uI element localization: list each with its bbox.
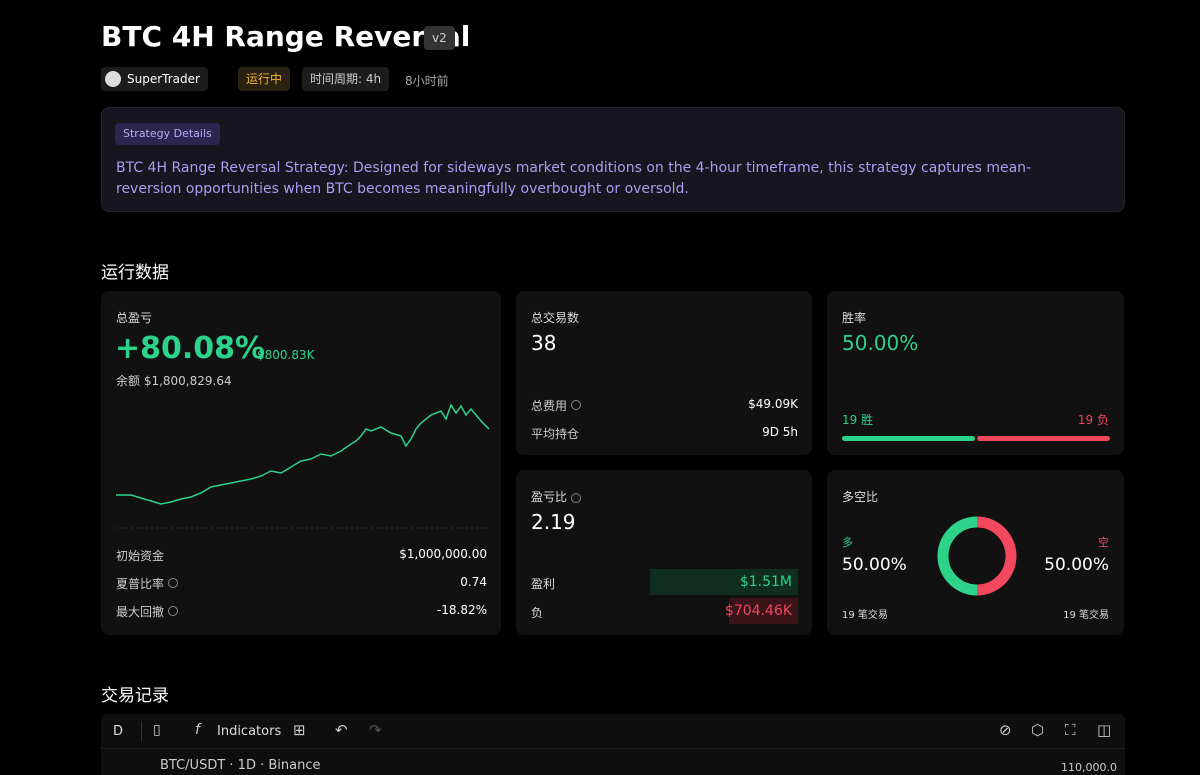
camera-icon[interactable]: ◫ — [1097, 721, 1112, 739]
long-short-card: 多空比 多 空 50.00% 50.00% 19 笔交易 19 笔交易 — [827, 470, 1124, 635]
row-value: $49.09K — [748, 397, 798, 411]
details-badge: Strategy Details — [115, 123, 220, 145]
losses-bar — [977, 436, 1110, 441]
redo-icon[interactable]: ↷ — [369, 721, 382, 739]
fullscreen-icon[interactable]: ⛶ — [1065, 721, 1076, 739]
long-trades: 19 笔交易 — [842, 610, 888, 621]
trades-card: 总交易数 38 总费用 $49.09K 平均持仓 9D 5h — [516, 291, 812, 455]
time-ago: 8小时前 — [405, 74, 449, 88]
layout-icon[interactable]: ⊞ — [293, 721, 306, 739]
trades-label: 总交易数 — [531, 311, 580, 325]
row-label: 初始资金 — [116, 549, 165, 563]
alert-icon[interactable]: ⊘ — [999, 721, 1012, 739]
info-icon[interactable] — [168, 578, 178, 588]
row-label: 最大回撤 — [116, 605, 165, 619]
pnl-amount: $800.83K — [257, 348, 315, 362]
version: v2 — [424, 26, 455, 50]
row-label: 总费用 — [531, 399, 568, 413]
equity-line — [116, 403, 490, 505]
short-label: 空 — [1098, 536, 1109, 549]
short-trades: 19 笔交易 — [1063, 610, 1109, 621]
winrate-value: 50.00% — [842, 331, 919, 355]
long-arc — [937, 516, 978, 596]
records-title: 交易记录 — [101, 686, 169, 706]
row-value: 9D 5h — [762, 425, 798, 439]
info-icon[interactable] — [168, 606, 178, 616]
pnl-percent: +80.08% — [115, 331, 266, 366]
pnl-balance: 余额 $1,800,829.64 — [116, 374, 232, 388]
loss-label: 负 — [531, 606, 544, 620]
winrate-label: 胜率 — [842, 311, 867, 325]
long-label: 多 — [842, 536, 853, 549]
indicators[interactable]: Indicators — [217, 724, 282, 739]
pnl-card: 总盈亏 +80.08% $800.83K 余额 $1,800,829.64 初始… — [101, 291, 501, 635]
loss-bar — [729, 598, 798, 624]
toolbar-border — [101, 748, 1125, 749]
settings-icon[interactable]: ⬡ — [1031, 721, 1045, 739]
winrate-card: 胜率 50.00% 19 胜 19 负 — [827, 291, 1124, 455]
row-value: 0.74 — [460, 575, 487, 589]
status: 运行中 — [238, 67, 291, 91]
donut — [937, 516, 1017, 596]
wins: 19 胜 — [842, 413, 874, 427]
long-short-label: 多空比 — [842, 490, 879, 504]
profit-value: $1.51M — [739, 574, 792, 590]
pnl-label: 总盈亏 — [116, 311, 153, 325]
profit-label: 盈利 — [531, 577, 556, 591]
candle-icon[interactable]: ▯ — [153, 722, 161, 738]
equity-curve — [116, 403, 490, 529]
divider — [141, 721, 142, 741]
interval[interactable]: D — [113, 724, 124, 739]
short-pct: 50.00% — [1044, 555, 1109, 575]
row-label: 夏普比率 — [116, 577, 165, 591]
row-label: 平均持仓 — [531, 427, 580, 441]
symbol: BTC/USDT · 1D · Binance — [160, 758, 321, 773]
info-icon[interactable] — [571, 492, 582, 503]
undo-icon[interactable]: ↶ — [335, 721, 348, 739]
row-value: $1,000,000.00 — [399, 547, 487, 561]
pl-ratio-value: 2.19 — [531, 510, 576, 534]
timeframe: 时间周期: 4h — [302, 67, 390, 91]
losses: 19 负 — [1077, 413, 1109, 427]
fx-icon[interactable]: f — [195, 722, 200, 738]
pl-ratio-text: 盈亏比 — [531, 490, 568, 504]
trades-value: 38 — [531, 331, 557, 355]
row-value: -18.82% — [436, 603, 487, 617]
short-arc — [976, 516, 1017, 596]
loss-value: $704.46K — [724, 603, 792, 619]
section-title: 运行数据 — [101, 263, 169, 283]
pl-ratio-card: 盈亏比 2.19 盈利 $1.51M 负 $704.46K — [516, 470, 812, 635]
long-pct: 50.00% — [842, 555, 907, 575]
details-text: BTC 4H Range Reversal Strategy: Designed… — [116, 160, 1032, 197]
profit-bar — [650, 569, 798, 595]
chart-panel: D ▯ f Indicators ⊞ ↶ ↷ ⊘ ⬡ ⛶ ◫ BTC/USDT … — [101, 714, 1125, 775]
title: BTC 4H Range Reversal — [101, 20, 471, 53]
avatar — [105, 71, 121, 87]
info-icon[interactable] — [571, 400, 581, 410]
wins-bar — [842, 436, 975, 441]
price: 110,000.0 — [1061, 761, 1117, 774]
pl-ratio-label: 盈亏比 — [531, 488, 582, 505]
details-box: Strategy Details BTC 4H Range Reversal S… — [101, 107, 1125, 212]
